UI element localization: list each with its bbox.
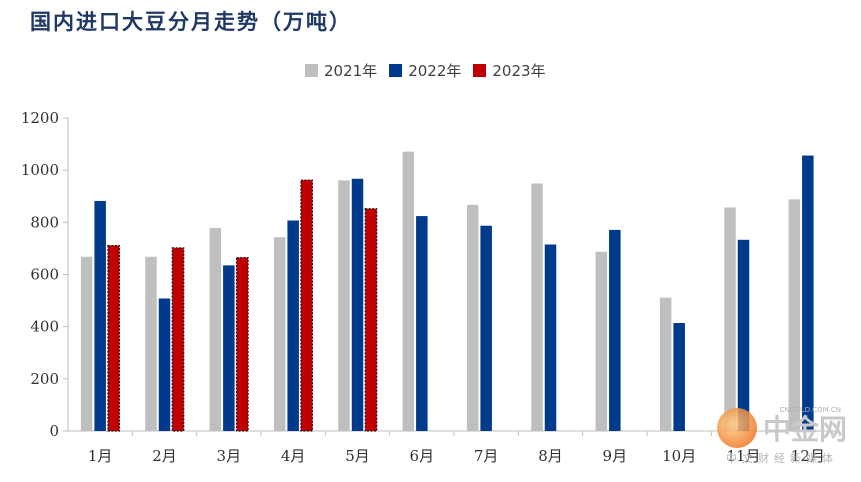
legend-label-2022: 2022年 xyxy=(408,62,462,80)
watermark-logo: 中金网 xyxy=(716,408,847,448)
x-category-label: 5月 xyxy=(345,447,370,465)
y-tick-label: 400 xyxy=(30,318,59,336)
watermark-url: CNGOLD.COM.CN xyxy=(779,406,841,414)
y-tick-label: 1200 xyxy=(21,109,59,127)
x-category-label: 3月 xyxy=(217,447,242,465)
bar-2021-8 xyxy=(531,183,543,431)
legend-item-2022: 2022年 xyxy=(389,60,461,81)
chart-legend: 2021年 2022年 2023年 xyxy=(305,60,546,81)
bar-2022-12 xyxy=(802,155,814,431)
bar-2022-7 xyxy=(480,225,492,431)
y-tick-label: 200 xyxy=(30,370,59,388)
bar-2021-2 xyxy=(145,256,157,431)
legend-item-2021: 2021年 xyxy=(305,60,377,81)
bar-2021-11 xyxy=(724,207,736,431)
x-category-label: 1月 xyxy=(88,447,113,465)
legend-swatch-2022 xyxy=(389,64,403,77)
x-category-label: 6月 xyxy=(410,447,435,465)
bar-2023-3 xyxy=(235,256,249,432)
watermark-name: 中金网 xyxy=(762,413,847,446)
bar-2021-4 xyxy=(273,237,286,431)
x-category-label: 2月 xyxy=(152,447,177,465)
x-category-label: 9月 xyxy=(603,447,628,465)
bar-2023-5 xyxy=(364,208,378,432)
bar-2022-3 xyxy=(223,265,235,431)
bar-2021-1 xyxy=(80,256,93,431)
legend-label-2023: 2023年 xyxy=(492,62,546,80)
bar-2023-4 xyxy=(300,179,314,432)
bar-2021-7 xyxy=(466,204,479,431)
bar-2023-2 xyxy=(171,247,185,432)
bar-2022-9 xyxy=(609,229,621,431)
bar-2022-6 xyxy=(416,216,428,431)
legend-item-2023: 2023年 xyxy=(473,60,546,81)
bar-2022-10 xyxy=(673,323,685,431)
watermark-logo-icon xyxy=(716,408,757,448)
bar-2021-10 xyxy=(659,297,672,431)
x-category-label: 4月 xyxy=(281,447,306,465)
legend-swatch-2021 xyxy=(305,64,318,77)
watermark-subtitle: 中文财经新媒体 xyxy=(725,452,838,465)
bar-2023-1 xyxy=(107,244,121,432)
bar-2022-1 xyxy=(94,200,106,431)
y-tick-label: 1000 xyxy=(21,161,59,179)
legend-swatch-2023 xyxy=(473,64,487,77)
y-tick-label: 800 xyxy=(30,213,59,231)
watermark: CNGOLD.COM.CN 中金网 中文财经新媒体 xyxy=(716,406,847,466)
x-category-label: 7月 xyxy=(474,447,499,465)
x-category-label: 11月 xyxy=(726,447,760,465)
bar-2021-12 xyxy=(788,199,801,431)
bar-2022-11 xyxy=(737,239,750,431)
x-category-label: 10月 xyxy=(662,447,696,465)
x-category-label: 8月 xyxy=(538,447,563,465)
chart-title: 国内进口大豆分月走势（万吨） xyxy=(30,9,352,34)
bar-2021-6 xyxy=(402,151,415,431)
legend-label-2021: 2021年 xyxy=(324,62,378,80)
bar-2021-5 xyxy=(338,180,350,431)
bar-2022-4 xyxy=(287,220,299,431)
bar-2021-9 xyxy=(595,251,608,431)
bar-2021-3 xyxy=(209,228,222,431)
x-category-label: 12月 xyxy=(791,447,825,465)
bar-2022-8 xyxy=(544,244,557,431)
y-tick-label: 0 xyxy=(49,422,59,440)
bar-2022-2 xyxy=(158,298,171,431)
y-tick-label: 600 xyxy=(30,266,59,284)
bar-2022-5 xyxy=(351,178,364,431)
